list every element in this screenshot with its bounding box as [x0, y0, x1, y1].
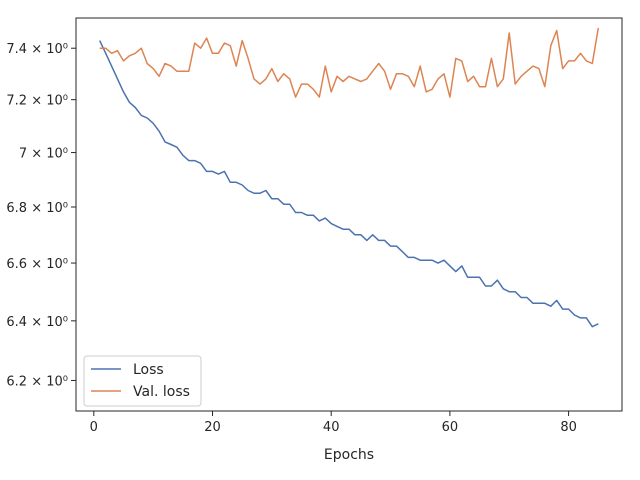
x-tick-label: 80 [560, 420, 577, 435]
x-tick-label: 40 [323, 420, 340, 435]
legend-label-loss: Loss [133, 362, 164, 378]
y-tick-label: 6.2 × 10⁰ [6, 374, 68, 389]
series-line-loss [99, 40, 599, 328]
x-tick-label: 20 [204, 420, 221, 435]
y-tick-label: 6.6 × 10⁰ [6, 257, 68, 272]
x-axis-label: Epochs [324, 447, 374, 463]
x-tick-label: 0 [90, 420, 98, 435]
legend: Loss Val. loss [83, 355, 202, 407]
x-tick-label: 60 [442, 420, 459, 435]
series-line-val-loss [99, 27, 600, 98]
y-tick-label: 7 × 10⁰ [19, 147, 68, 162]
series-layer [99, 27, 600, 328]
y-tick-label: 7.4 × 10⁰ [6, 42, 68, 57]
y-axis: 6.2 × 10⁰ 6.4 × 10⁰ 6.6 × 10⁰ 6.8 × 10⁰ 7 × … [6, 42, 76, 389]
plot-area [75, 17, 623, 412]
y-tick-label: 6.4 × 10⁰ [6, 315, 68, 330]
x-axis: 0 20 40 60 80 [90, 411, 577, 435]
y-tick-label: 6.8 × 10⁰ [6, 201, 68, 216]
y-tick-label: 7.2 × 10⁰ [6, 94, 68, 109]
legend-label-val-loss: Val. loss [133, 384, 190, 400]
